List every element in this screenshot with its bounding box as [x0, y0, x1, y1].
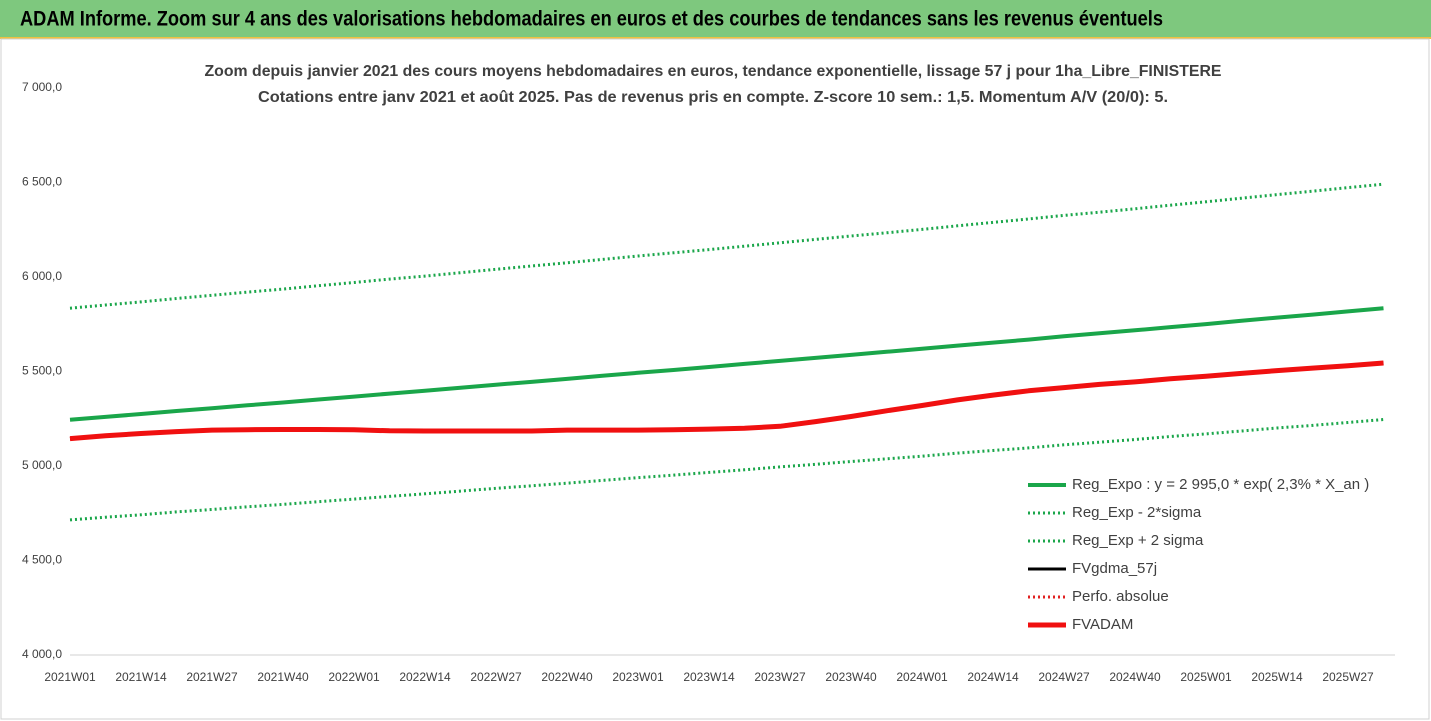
x-tick-label: 2021W14: [115, 670, 167, 684]
legend-label: FVADAM: [1072, 616, 1133, 633]
x-tick-label: 2022W01: [328, 670, 380, 684]
x-tick-label: 2024W27: [1038, 670, 1090, 684]
legend-label: Reg_Exp + 2 sigma: [1072, 532, 1204, 549]
chart-title: Zoom depuis janvier 2021 des cours moyen…: [205, 63, 1222, 80]
x-tick-label: 2022W27: [470, 670, 522, 684]
legend-label: Perfo. absolue: [1072, 588, 1169, 605]
x-tick-label: 2021W27: [186, 670, 238, 684]
legend-label: FVgdma_57j: [1072, 560, 1157, 577]
legend-label: Reg_Exp - 2*sigma: [1072, 504, 1202, 521]
y-tick-label: 6 000,0: [22, 269, 62, 283]
x-tick-label: 2025W01: [1180, 670, 1232, 684]
y-tick-label: 4 000,0: [22, 647, 62, 661]
y-tick-label: 5 500,0: [22, 364, 62, 378]
y-tick-label: 6 500,0: [22, 175, 62, 189]
chart-border: [0, 38, 1430, 720]
y-tick-label: 5 000,0: [22, 458, 62, 472]
x-tick-label: 2024W40: [1109, 670, 1161, 684]
y-tick-label: 7 000,0: [22, 80, 62, 94]
banner: [0, 0, 1431, 38]
x-tick-label: 2022W40: [541, 670, 593, 684]
x-tick-label: 2022W14: [399, 670, 451, 684]
legend-label: Reg_Expo : y = 2 995,0 * exp( 2,3% * X_a…: [1072, 476, 1369, 493]
x-tick-label: 2023W27: [754, 670, 806, 684]
x-tick-label: 2024W14: [967, 670, 1019, 684]
series-line: [69, 360, 1384, 442]
x-tick-label: 2024W01: [896, 670, 948, 684]
x-tick-label: 2023W40: [825, 670, 877, 684]
chart-subtitle: Cotations entre janv 2021 et août 2025. …: [258, 89, 1168, 106]
x-tick-label: 2021W01: [44, 670, 96, 684]
x-tick-label: 2021W40: [257, 670, 309, 684]
banner-text: ADAM Informe. Zoom sur 4 ans des valoris…: [20, 8, 1163, 31]
x-tick-label: 2025W27: [1322, 670, 1374, 684]
x-tick-label: 2023W01: [612, 670, 664, 684]
x-tick-label: 2025W14: [1251, 670, 1303, 684]
y-tick-label: 4 500,0: [22, 553, 62, 567]
x-tick-label: 2023W14: [683, 670, 735, 684]
series-line: [69, 306, 1384, 422]
